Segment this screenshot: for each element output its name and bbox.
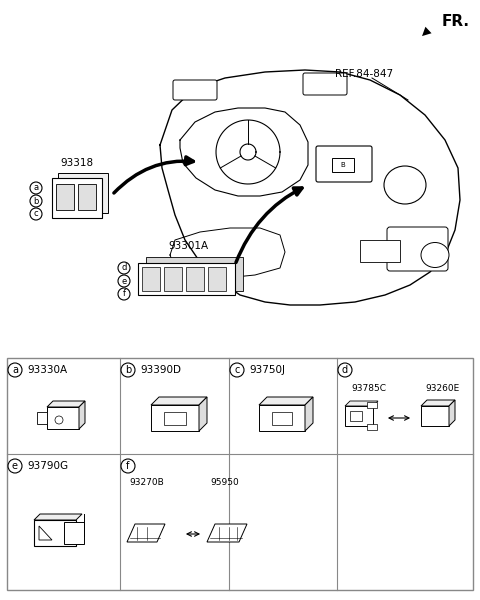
Text: a: a: [12, 365, 18, 375]
Polygon shape: [47, 401, 85, 407]
Circle shape: [30, 195, 42, 207]
Text: 93270B: 93270B: [130, 478, 164, 487]
Bar: [272, 412, 292, 425]
Text: 93260E: 93260E: [425, 384, 459, 393]
Text: FR.: FR.: [442, 14, 470, 29]
Bar: [421, 406, 449, 426]
Polygon shape: [146, 257, 243, 291]
Text: a: a: [34, 184, 38, 193]
Ellipse shape: [384, 166, 426, 204]
Polygon shape: [34, 514, 82, 520]
Circle shape: [8, 363, 22, 377]
Text: f: f: [126, 461, 130, 471]
Circle shape: [30, 182, 42, 194]
Bar: [186, 267, 204, 291]
Text: 93301A: 93301A: [168, 241, 208, 251]
Circle shape: [338, 363, 352, 377]
Circle shape: [8, 459, 22, 473]
Text: 93785C: 93785C: [351, 384, 386, 393]
Polygon shape: [127, 524, 165, 542]
Bar: [37, 412, 47, 424]
Text: 93330A: 93330A: [27, 365, 67, 375]
Text: d: d: [342, 365, 348, 375]
Bar: [164, 267, 182, 291]
Bar: [332, 158, 354, 172]
Bar: [34, 520, 76, 546]
Bar: [52, 178, 102, 218]
Bar: [360, 240, 400, 262]
Text: c: c: [34, 209, 38, 218]
Bar: [208, 267, 226, 291]
Bar: [47, 407, 79, 429]
Ellipse shape: [421, 242, 449, 268]
Bar: [56, 184, 74, 210]
Bar: [350, 411, 362, 421]
Circle shape: [30, 208, 42, 220]
Polygon shape: [421, 400, 455, 406]
Polygon shape: [449, 400, 455, 426]
Bar: [142, 267, 160, 291]
Text: e: e: [12, 461, 18, 471]
Text: 93750J: 93750J: [249, 365, 285, 375]
Bar: [164, 412, 186, 425]
Bar: [151, 405, 199, 431]
Bar: [138, 263, 235, 295]
Bar: [367, 402, 377, 408]
Text: 93790G: 93790G: [27, 461, 68, 471]
Circle shape: [121, 459, 135, 473]
Text: B: B: [341, 162, 346, 168]
Text: 95950: 95950: [211, 478, 240, 487]
Circle shape: [230, 363, 244, 377]
Bar: [259, 405, 305, 431]
Text: b: b: [125, 365, 131, 375]
Circle shape: [118, 288, 130, 300]
Polygon shape: [79, 401, 85, 429]
Circle shape: [118, 262, 130, 274]
FancyBboxPatch shape: [303, 73, 347, 95]
Bar: [367, 424, 377, 430]
FancyBboxPatch shape: [173, 80, 217, 100]
Polygon shape: [259, 397, 313, 405]
Circle shape: [118, 275, 130, 287]
Text: b: b: [33, 196, 39, 205]
Text: d: d: [121, 263, 127, 272]
Polygon shape: [199, 397, 207, 431]
Bar: [7, 358, 473, 590]
Polygon shape: [151, 397, 207, 405]
Bar: [345, 406, 373, 426]
Polygon shape: [345, 401, 378, 406]
Bar: [64, 522, 84, 544]
Text: 93390D: 93390D: [140, 365, 181, 375]
Polygon shape: [39, 526, 52, 540]
Polygon shape: [305, 397, 313, 431]
Text: f: f: [122, 289, 125, 298]
Text: 93318: 93318: [60, 158, 94, 168]
Circle shape: [121, 363, 135, 377]
FancyBboxPatch shape: [387, 227, 448, 271]
Polygon shape: [207, 524, 247, 542]
Polygon shape: [58, 173, 108, 213]
Text: REF.84-847: REF.84-847: [335, 69, 393, 79]
Bar: [78, 184, 96, 210]
FancyBboxPatch shape: [316, 146, 372, 182]
Circle shape: [55, 416, 63, 424]
Text: c: c: [234, 365, 240, 375]
Text: e: e: [121, 277, 127, 286]
